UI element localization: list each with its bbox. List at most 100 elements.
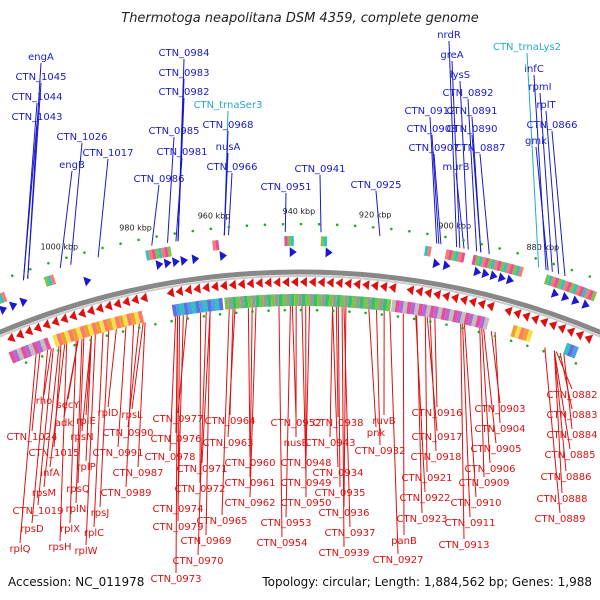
reverse-cog-block <box>79 325 87 339</box>
forward-gene-label: CTN_0912 <box>404 106 455 117</box>
forward-gene-label: nusA <box>216 142 241 153</box>
forward-cog-block <box>323 236 328 247</box>
forward-cog-block <box>550 276 557 287</box>
reverse-cog-block <box>324 294 330 307</box>
scale-tick <box>154 322 157 326</box>
forward-gene-label: engA <box>28 52 54 63</box>
forward-cog-block <box>565 281 573 293</box>
forward-label-leader <box>27 82 42 279</box>
forward-gene-label: CTN_trnaLys2 <box>493 42 561 53</box>
forward-cog-block <box>499 261 506 272</box>
forward-cog-block <box>587 289 595 301</box>
scale-tick <box>444 235 447 239</box>
reverse-cog-block <box>286 294 291 307</box>
forward-gene-label: CTN_0907 <box>408 143 459 154</box>
reverse-cog-block <box>195 300 201 314</box>
reverse-gene-arrow <box>219 280 228 291</box>
scale-tick <box>480 242 483 246</box>
reverse-cog-block <box>518 327 526 340</box>
reverse-cog-block <box>566 344 575 357</box>
forward-label-leader <box>533 74 547 270</box>
forward-gene-arrow <box>571 295 580 305</box>
forward-cog-block <box>46 275 54 286</box>
scale-tick <box>429 320 432 323</box>
reverse-label-leader <box>117 326 127 448</box>
scale-tick <box>263 223 267 227</box>
reverse-cog-block <box>16 347 25 361</box>
scale-tick <box>348 310 351 313</box>
forward-gene-label: CTN_0887 <box>454 143 505 154</box>
reverse-label-leader <box>389 311 399 555</box>
forward-cog-block <box>148 249 154 261</box>
scale-tick <box>445 323 448 326</box>
forward-cog-block <box>215 240 220 251</box>
reverse-cog-block <box>27 343 37 356</box>
forward-gene-label: CTN_1045 <box>15 72 66 83</box>
forward-gene-arrow <box>155 260 164 270</box>
scale-tick <box>40 355 44 358</box>
scale-tick <box>57 349 60 352</box>
reverse-gene-label: CTN_0937 <box>324 528 375 539</box>
reverse-gene-arrow <box>575 331 585 341</box>
reverse-label-leader <box>49 344 66 468</box>
reverse-gene-label: panB <box>391 536 417 547</box>
forward-gene-label: rplT <box>536 100 556 111</box>
reverse-gene-arrow <box>237 279 246 289</box>
reverse-cog-block <box>570 345 579 359</box>
reverse-cog-block <box>436 306 443 320</box>
scale-tick <box>251 310 254 313</box>
forward-label-leader <box>467 98 478 252</box>
forward-gene-arrow <box>432 258 441 269</box>
forward-cog-block <box>505 263 512 274</box>
reverse-gene-arrow <box>95 302 104 313</box>
genome-backbone <box>0 269 600 335</box>
scale-tick <box>65 256 68 260</box>
scale-tick <box>461 326 464 330</box>
reverse-gene-label: ruvB <box>372 416 395 427</box>
forward-cog-block <box>290 236 294 247</box>
scale-tick <box>534 257 537 260</box>
scale-label: 980 kbp <box>119 223 152 232</box>
reverse-cog-block <box>432 306 439 319</box>
reverse-gene-arrow <box>504 306 513 317</box>
reverse-cog-block <box>171 304 178 317</box>
reverse-cog-block <box>106 318 114 331</box>
forward-cog-block <box>160 247 166 258</box>
forward-cog-block <box>320 236 325 247</box>
forward-label-leader <box>375 190 381 236</box>
reverse-label-leader <box>429 317 437 452</box>
reverse-gene-arrow <box>459 295 468 306</box>
reverse-gene-label: rplW <box>74 546 97 557</box>
reverse-gene-label: CTN_0965 <box>196 516 247 527</box>
forward-cog-block <box>487 258 493 269</box>
reverse-label-leader <box>99 330 110 508</box>
scale-tick <box>227 225 231 229</box>
reverse-cog-block <box>247 295 253 308</box>
reverse-gene-label: CTN_0903 <box>474 404 525 415</box>
forward-gene-label: CTN_0892 <box>442 88 493 99</box>
scale-label: 1000 kbp <box>40 242 78 251</box>
forward-cog-block <box>444 249 450 260</box>
reverse-gene-label: pnk <box>367 428 386 439</box>
reverse-gene-label: CTN_1015 <box>28 448 79 459</box>
forward-gene-label: CTN_0984 <box>158 48 209 59</box>
reverse-gene-label: CTN_1019 <box>12 506 63 517</box>
forward-label-leader <box>151 184 160 246</box>
reverse-cog-block <box>336 294 341 308</box>
reverse-label-leader <box>31 352 41 432</box>
scale-label: 940 kbp <box>283 207 316 216</box>
reverse-label-leader <box>494 332 501 424</box>
reverse-label-leader <box>249 307 257 498</box>
forward-gene-label: CTN_0982 <box>158 87 209 98</box>
reverse-cog-block <box>133 311 141 325</box>
scale-tick <box>317 222 321 226</box>
reverse-gene-arrow <box>16 329 25 339</box>
reverse-gene-label: CTN_0904 <box>474 424 525 435</box>
reverse-gene-label: CTN_0963 <box>202 438 253 449</box>
reverse-cog-block <box>366 297 372 310</box>
forward-cog-block <box>460 252 466 263</box>
forward-label-leader <box>545 110 560 275</box>
forward-cog-block <box>145 250 151 261</box>
reverse-gene-arrow <box>202 282 210 293</box>
